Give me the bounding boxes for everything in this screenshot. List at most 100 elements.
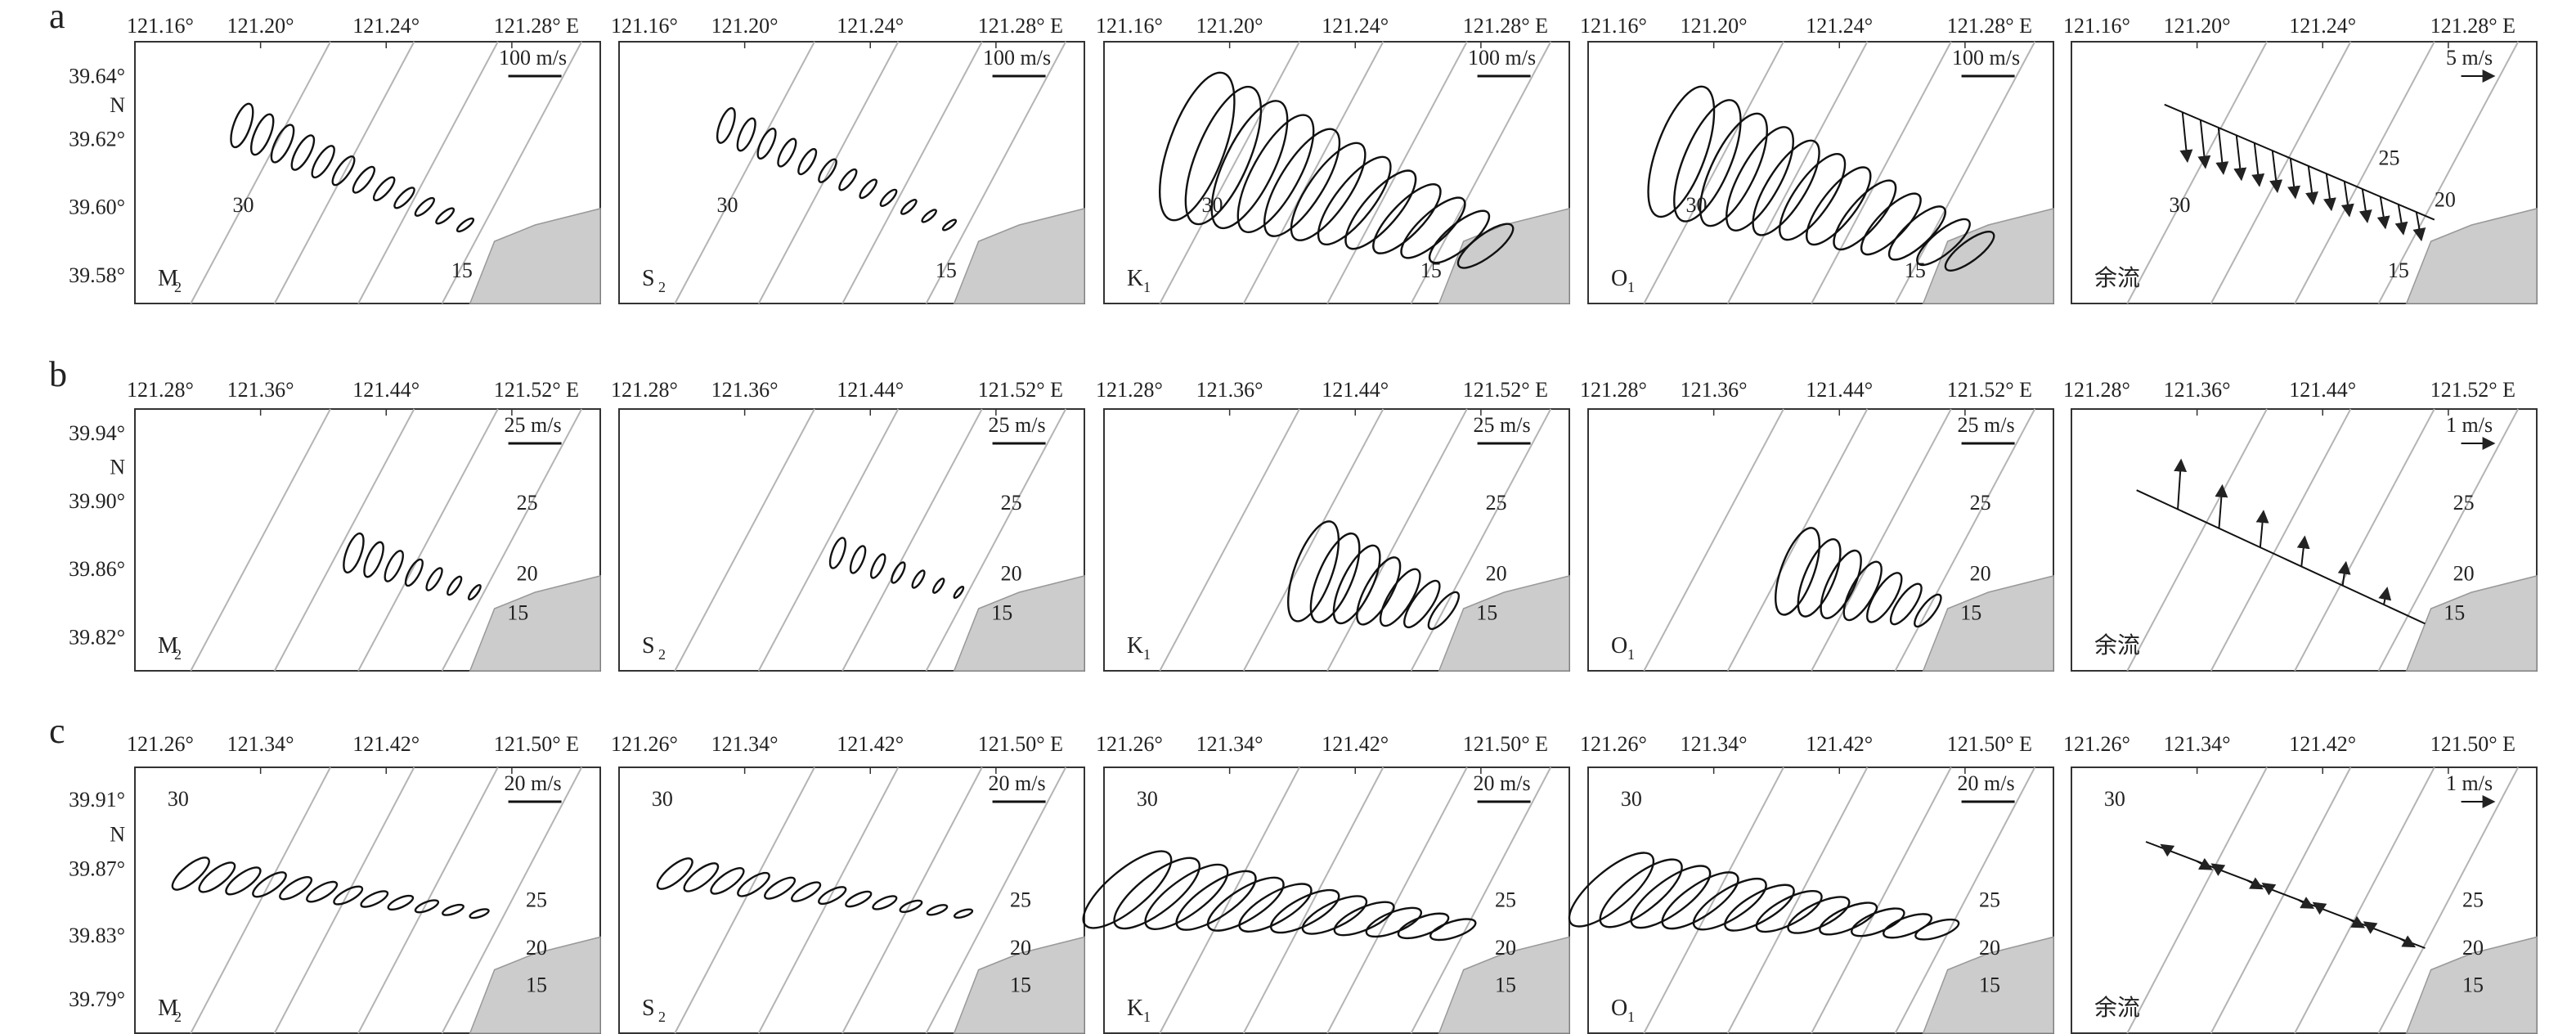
- tidal-ellipse: [656, 857, 693, 890]
- lon-tick-label: 121.28° E: [1463, 14, 1548, 38]
- tidal-ellipse: [1210, 100, 1289, 230]
- isobath-label: 30: [652, 787, 673, 811]
- lon-tick-label: 121.50° E: [2430, 732, 2515, 756]
- isobath-line: [2126, 408, 2268, 672]
- isobath-line: [1643, 41, 1784, 304]
- tidal-ellipse: [1787, 896, 1851, 934]
- tidal-ellipse: [791, 881, 822, 902]
- constituent-subscript: 1: [1627, 1009, 1635, 1025]
- row-c: c 121.26° 121.34° 121.42° 121.50° E 39.91° N 39…: [49, 711, 2538, 1034]
- isobath-line: [1726, 767, 1869, 1034]
- isobath-label: 15: [2388, 258, 2409, 282]
- tidal-ellipse: [1309, 532, 1361, 623]
- tidal-ellipse: [171, 856, 210, 891]
- residual-arrow: [2358, 188, 2372, 224]
- isobath-line: [757, 767, 900, 1034]
- constituent-label: S: [642, 633, 655, 659]
- lon-tick-label: 121.28°: [1096, 378, 1163, 402]
- lon-tick-label: 121.28°: [1580, 378, 1647, 402]
- land-mass: [2405, 208, 2538, 304]
- isobath-line: [2377, 41, 2520, 304]
- lat-tick-label: 39.94°: [69, 421, 125, 445]
- panel-b-1: 121.28° 121.36° 121.44° 121.52° E 39.94° N 39.…: [69, 378, 601, 672]
- land-mass: [469, 575, 601, 672]
- lon-tick-label: 121.34°: [1681, 732, 1748, 756]
- isobath-line: [674, 41, 815, 304]
- isobath-label: 25: [517, 491, 538, 515]
- tidal-ellipse: [828, 537, 847, 569]
- land-mass: [1438, 575, 1570, 672]
- tidal-ellipse: [1269, 888, 1340, 934]
- tidal-ellipse: [872, 895, 898, 910]
- lon-tick-label: 121.16°: [127, 14, 194, 38]
- tidal-ellipse: [818, 158, 837, 183]
- residual-arrow: [2322, 173, 2336, 212]
- tidal-ellipse: [764, 876, 797, 900]
- isobath-label: 20: [2435, 188, 2456, 212]
- isobath-label: 15: [936, 258, 957, 282]
- tidal-ellipse: [1158, 71, 1236, 222]
- tidal-ellipse: [1456, 223, 1515, 269]
- isobath-label: 30: [1685, 193, 1707, 217]
- land-mass: [469, 208, 601, 304]
- lon-tick-label: 121.52° E: [978, 378, 1063, 402]
- scale-label: 100 m/s: [1952, 46, 2020, 70]
- row-a: a 121.16° 121.20° 121.24° 121.28° E 39.64° N 39…: [49, 0, 2538, 304]
- tidal-ellipse: [311, 145, 335, 179]
- lat-tick-label: N: [110, 455, 125, 479]
- isobath-label: 25: [1979, 888, 2000, 912]
- constituent-subscript: 2: [658, 1009, 666, 1025]
- lat-tick-label: 39.82°: [69, 625, 125, 649]
- tidal-ellipse: [249, 113, 275, 156]
- lat-tick-label: 39.86°: [69, 557, 125, 581]
- lon-tick-label: 121.20°: [227, 14, 294, 38]
- isobath-label: 25: [2462, 888, 2484, 912]
- residual-arrow: [2337, 560, 2351, 586]
- isobath-label: 15: [507, 601, 528, 625]
- constituent-subscript: 1: [1143, 1009, 1151, 1025]
- tidal-ellipse: [1647, 85, 1716, 218]
- isobath-label: 15: [991, 601, 1012, 625]
- tidal-ellipse: [331, 155, 356, 187]
- lon-tick-label: 121.34°: [711, 732, 779, 756]
- row-label: b: [49, 354, 67, 394]
- lon-tick-label: 121.20°: [2164, 14, 2231, 38]
- isobath-line: [357, 408, 499, 672]
- lon-tick-label: 121.28° E: [1947, 14, 2032, 38]
- row-b: b 121.28° 121.36° 121.44° 121.52° E 39.94° N 39…: [49, 354, 2538, 672]
- tidal-ellipse: [435, 207, 456, 225]
- constituent-label: K: [1127, 266, 1143, 291]
- isobath-line: [1726, 408, 1869, 672]
- lon-tick-label: 121.34°: [2164, 732, 2231, 756]
- tidal-ellipse: [1372, 183, 1442, 254]
- isobath-label: 30: [2104, 787, 2125, 811]
- scale-label: 25 m/s: [505, 413, 562, 437]
- tidal-ellipse: [1429, 918, 1477, 942]
- lon-tick-label: 121.26°: [1580, 732, 1647, 756]
- constituent-subscript: 2: [658, 646, 666, 663]
- lat-tick-label: 39.79°: [69, 987, 125, 1011]
- tidal-ellipse: [1356, 556, 1402, 626]
- scale-label: 20 m/s: [1958, 771, 2015, 795]
- tidal-ellipse: [869, 553, 886, 579]
- residual-arrow: [2196, 857, 2213, 870]
- tidal-ellipse: [1263, 128, 1341, 237]
- isobath-label: 25: [1001, 491, 1022, 515]
- isobath-label: 30: [716, 193, 738, 217]
- isobath-line: [357, 767, 499, 1034]
- lon-tick-label: 121.26°: [127, 732, 194, 756]
- residual-arrow: [2348, 915, 2366, 928]
- tidal-ellipse: [710, 867, 745, 895]
- tidal-ellipse: [1797, 538, 1842, 618]
- isobath-line: [1410, 408, 1552, 672]
- scale-label: 100 m/s: [983, 46, 1051, 70]
- lon-tick-label: 121.24°: [1322, 14, 1389, 38]
- tidal-ellipse: [1290, 142, 1367, 241]
- tidal-ellipse: [1851, 907, 1905, 937]
- lon-tick-label: 121.42°: [2289, 732, 2356, 756]
- constituent-label: M: [158, 266, 178, 291]
- isobath-label: 20: [1495, 936, 1516, 960]
- tidal-ellipse: [1692, 877, 1767, 931]
- land-mass: [2405, 936, 2538, 1034]
